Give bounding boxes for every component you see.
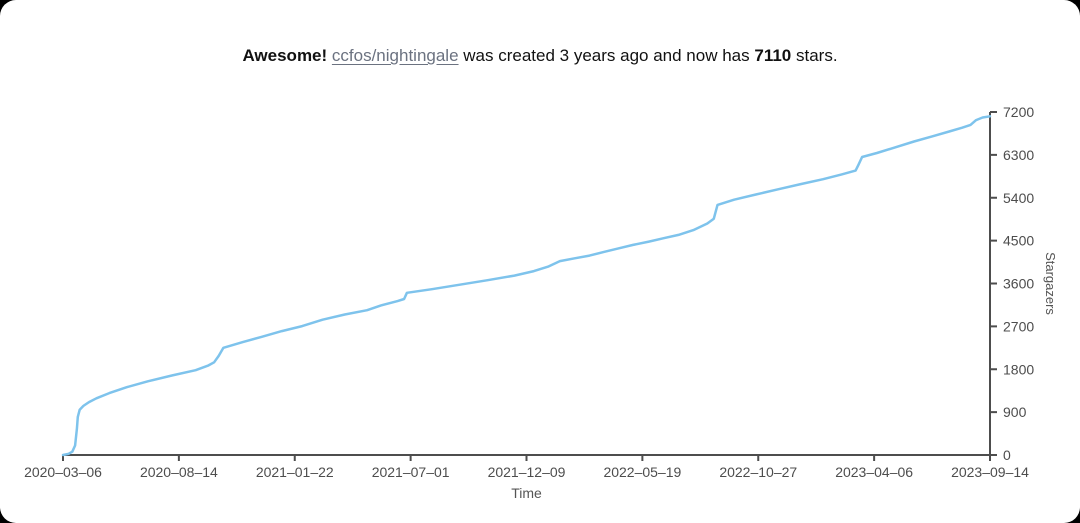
- y-tick-label: 3600: [1003, 276, 1034, 292]
- x-tick-label: 2021–01–22: [256, 464, 334, 480]
- y-tick-label: 1800: [1003, 361, 1034, 377]
- stargazers-series-line: [61, 115, 992, 457]
- title-middle: was created 3 years ago and now has: [463, 46, 750, 65]
- x-tick-label: 2022–05–19: [603, 464, 681, 480]
- y-axis: [989, 111, 997, 456]
- y-tick-label: 6300: [1003, 147, 1034, 163]
- stars-count: 7110: [754, 46, 792, 65]
- x-tick-label: 2020–03–06: [24, 464, 102, 480]
- y-tick-label: 0: [1003, 447, 1011, 463]
- repo-link[interactable]: ccfos/nightingale: [331, 46, 459, 65]
- y-tick-label: 900: [1003, 404, 1027, 420]
- x-axis-title: Time: [511, 485, 542, 501]
- y-tick-label: 5400: [1003, 190, 1034, 206]
- x-tick-label: 2021–07–01: [372, 464, 450, 480]
- chart-title: Awesome! ccfos/nightingale was created 3…: [0, 46, 1080, 66]
- y-axis-title: Stargazers: [1043, 252, 1058, 315]
- y-tick-label: 2700: [1003, 318, 1034, 334]
- x-tick-label: 2023–04–06: [835, 464, 913, 480]
- x-tick-label: 2022–10–27: [719, 464, 797, 480]
- x-tick-label: 2023–09–14: [951, 464, 1029, 480]
- y-tick-label: 4500: [1003, 233, 1034, 249]
- title-intro: Awesome!: [242, 46, 328, 65]
- y-tick-label: 7200: [1003, 104, 1034, 120]
- title-suffix: stars.: [795, 46, 838, 65]
- x-axis: [62, 454, 991, 461]
- x-tick-label: 2021–12–09: [488, 464, 566, 480]
- x-tick-label: 2020–08–14: [140, 464, 218, 480]
